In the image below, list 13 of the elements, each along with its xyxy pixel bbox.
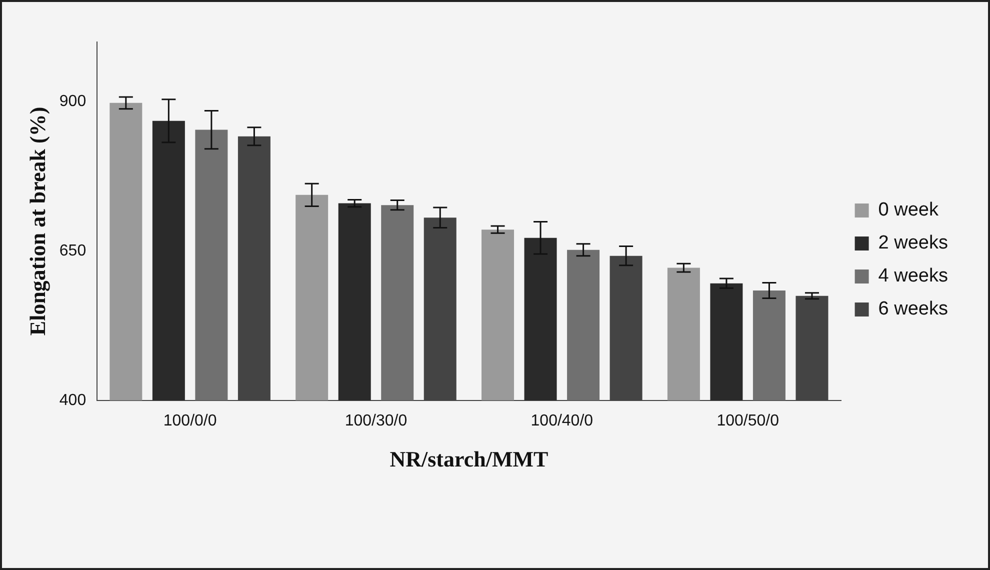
- legend-label: 6 weeks: [878, 298, 948, 320]
- y-tick-label: 900: [59, 93, 86, 110]
- legend-label: 4 weeks: [878, 266, 948, 287]
- x-tick-label: 100/0/0: [163, 412, 217, 430]
- x-tick-label: 100/30/0: [344, 412, 408, 430]
- y-axis-title: Elongation at break (%): [24, 106, 50, 336]
- x-axis-title: NR/starch/MMT: [390, 446, 548, 472]
- y-tick-label: 400: [59, 392, 86, 409]
- legend-label: 0 week: [878, 200, 939, 221]
- y-tick-label: 650: [59, 242, 86, 260]
- x-tick-label: 100/40/0: [530, 412, 594, 430]
- legend-label: 2 weeks: [878, 232, 948, 254]
- x-tick-label: 100/50/0: [716, 412, 780, 430]
